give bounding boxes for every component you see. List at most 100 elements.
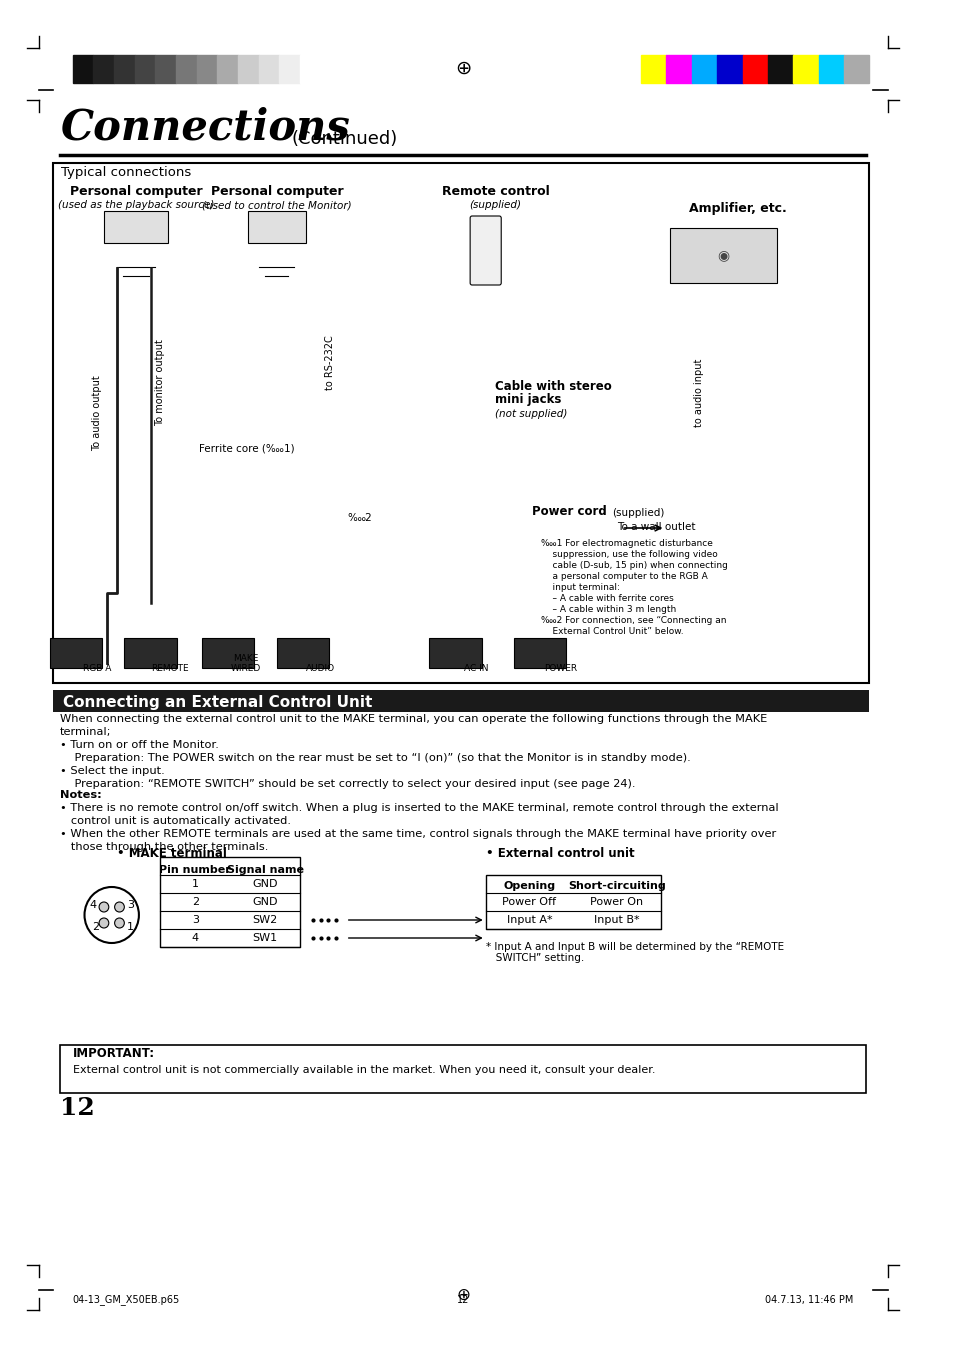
Text: • Turn on or off the Monitor.: • Turn on or off the Monitor. [60, 740, 219, 750]
Text: Power Off: Power Off [502, 897, 556, 907]
Text: a personal computer to the RGB A: a personal computer to the RGB A [540, 572, 707, 580]
Text: Connecting an External Control Unit: Connecting an External Control Unit [63, 694, 372, 709]
Text: Remote control: Remote control [441, 185, 549, 198]
Bar [176, 55, 196, 83]
Text: • External control unit: • External control unit [485, 847, 634, 861]
Text: AC IN: AC IN [463, 664, 488, 672]
Bar [793, 55, 818, 83]
Text: Preparation: “REMOTE SWITCH” should be set correctly to select your desired inpu: Preparation: “REMOTE SWITCH” should be s… [60, 779, 635, 789]
Text: AUDIO: AUDIO [306, 664, 335, 672]
Bar [741, 55, 767, 83]
Text: SW2: SW2 [253, 915, 277, 925]
Text: 04.7.13, 11:46 PM: 04.7.13, 11:46 PM [764, 1295, 853, 1306]
Bar [53, 690, 868, 712]
Text: ⊕: ⊕ [456, 1285, 470, 1304]
Text: Personal computer: Personal computer [211, 185, 343, 198]
Bar [666, 55, 691, 83]
Bar [299, 55, 320, 83]
Text: Connections: Connections [60, 106, 350, 147]
Text: Signal name: Signal name [227, 865, 303, 875]
Text: Power cord: Power cord [532, 505, 606, 518]
Bar [514, 639, 566, 668]
Text: REMOTE: REMOTE [151, 664, 189, 672]
Text: – A cable with ferrite cores: – A cable with ferrite cores [540, 594, 673, 603]
Text: Short-circuiting: Short-circuiting [567, 881, 665, 892]
Bar [843, 55, 868, 83]
Text: terminal;: terminal; [60, 727, 112, 737]
Text: (used to control the Monitor): (used to control the Monitor) [202, 200, 352, 210]
Text: To a wall outlet: To a wall outlet [617, 522, 695, 532]
Text: GND: GND [253, 897, 277, 907]
Bar [640, 55, 666, 83]
Bar [202, 639, 254, 668]
Text: • MAKE terminal: • MAKE terminal [116, 847, 226, 861]
Bar [72, 55, 93, 83]
Text: ⊕: ⊕ [455, 58, 471, 77]
Bar [50, 639, 102, 668]
Text: • When the other REMOTE terminals are used at the same time, control signals thr: • When the other REMOTE terminals are us… [60, 829, 776, 839]
Text: 3: 3 [192, 915, 198, 925]
Bar [485, 875, 659, 930]
Text: 2: 2 [92, 921, 99, 932]
Text: Cable with stereo: Cable with stereo [495, 380, 612, 392]
Text: 3: 3 [127, 900, 134, 911]
Text: to RS-232C: to RS-232C [325, 336, 335, 391]
Bar [258, 55, 279, 83]
Text: 12: 12 [456, 1295, 469, 1306]
Text: * Input A and Input B will be determined by the “REMOTE: * Input A and Input B will be determined… [485, 942, 783, 953]
Text: Notes:: Notes: [60, 790, 102, 800]
Bar [670, 229, 777, 283]
Text: • There is no remote control on/off switch. When a plug is inserted to the MAKE : • There is no remote control on/off swit… [60, 802, 778, 813]
FancyBboxPatch shape [470, 216, 500, 285]
Text: External Control Unit” below.: External Control Unit” below. [540, 626, 683, 636]
Text: Personal computer: Personal computer [70, 185, 202, 198]
Text: (used as the playback source): (used as the playback source) [58, 200, 214, 210]
Text: Opening: Opening [503, 881, 555, 892]
Text: To monitor output: To monitor output [155, 340, 165, 426]
Bar [767, 55, 793, 83]
Text: GND: GND [253, 879, 277, 889]
Text: (supplied): (supplied) [611, 507, 663, 518]
Text: ‱2: ‱2 [348, 513, 372, 524]
Bar [104, 211, 168, 244]
Text: – A cable within 3 m length: – A cable within 3 m length [540, 605, 676, 614]
Bar [818, 55, 843, 83]
Bar [53, 162, 868, 683]
Text: input terminal:: input terminal: [540, 583, 619, 593]
Text: 1: 1 [192, 879, 198, 889]
Bar [160, 856, 300, 947]
Text: ‱2 For connection, see “Connecting an: ‱2 For connection, see “Connecting an [540, 616, 726, 625]
Text: 1: 1 [127, 921, 134, 932]
Bar [155, 55, 176, 83]
Bar [429, 639, 481, 668]
Text: SWITCH” setting.: SWITCH” setting. [485, 953, 583, 963]
Text: Input A*: Input A* [506, 915, 552, 925]
Text: Amplifier, etc.: Amplifier, etc. [689, 202, 786, 215]
Text: (Continued): (Continued) [291, 130, 397, 147]
Text: 2: 2 [192, 897, 198, 907]
Text: To audio output: To audio output [92, 375, 102, 451]
Text: suppression, use the following video: suppression, use the following video [540, 551, 717, 559]
Text: (supplied): (supplied) [469, 200, 521, 210]
Circle shape [99, 902, 109, 912]
Text: cable (D-sub, 15 pin) when connecting: cable (D-sub, 15 pin) when connecting [540, 561, 727, 570]
Text: External control unit is not commercially available in the market. When you need: External control unit is not commerciall… [72, 1065, 655, 1076]
Bar [114, 55, 134, 83]
Text: SW1: SW1 [253, 934, 277, 943]
Bar [196, 55, 217, 83]
Bar [134, 55, 155, 83]
Bar [691, 55, 717, 83]
Bar [717, 55, 741, 83]
Text: • Select the input.: • Select the input. [60, 766, 165, 777]
Text: IMPORTANT:: IMPORTANT: [72, 1047, 154, 1059]
Text: those through the other terminals.: those through the other terminals. [60, 842, 269, 852]
Text: 4: 4 [192, 934, 198, 943]
Text: RGB A: RGB A [83, 664, 112, 672]
Circle shape [85, 888, 139, 943]
Text: mini jacks: mini jacks [495, 392, 561, 406]
Bar [217, 55, 237, 83]
Bar [276, 639, 329, 668]
Text: (not supplied): (not supplied) [495, 409, 567, 419]
Text: control unit is automatically activated.: control unit is automatically activated. [60, 816, 291, 825]
Text: ‱1 For electromagnetic disturbance: ‱1 For electromagnetic disturbance [540, 538, 712, 548]
